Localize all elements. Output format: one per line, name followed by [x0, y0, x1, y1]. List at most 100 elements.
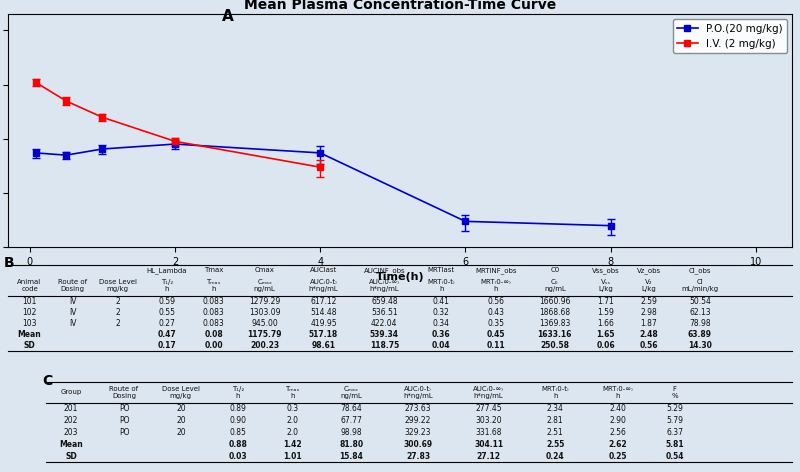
Text: 0.17: 0.17 [158, 341, 176, 350]
Text: 103: 103 [22, 320, 37, 329]
Text: Dose Level
mg/kg: Dose Level mg/kg [98, 279, 137, 293]
Text: 1633.16: 1633.16 [538, 330, 572, 339]
Text: 27.83: 27.83 [406, 452, 430, 461]
Text: 2.0: 2.0 [286, 428, 298, 437]
Text: 277.45: 277.45 [475, 404, 502, 413]
Text: 2.51: 2.51 [547, 428, 564, 437]
Text: 0.32: 0.32 [433, 308, 450, 317]
Text: 2: 2 [115, 320, 120, 329]
Text: 20: 20 [176, 404, 186, 413]
Text: Cₘₐₓ
ng/mL: Cₘₐₓ ng/mL [254, 279, 276, 293]
Text: AUC₍0-t₎
h*ng/mL: AUC₍0-t₎ h*ng/mL [403, 386, 433, 399]
Text: 0.43: 0.43 [487, 308, 505, 317]
Text: 514.48: 514.48 [310, 308, 337, 317]
Text: Tₘₐₓ
h: Tₘₐₓ h [206, 279, 221, 293]
Text: 2.55: 2.55 [546, 440, 565, 449]
Text: 250.58: 250.58 [540, 341, 570, 350]
Text: 2: 2 [115, 297, 120, 306]
Text: AUC₍0-∞₎
h*ng/mL: AUC₍0-∞₎ h*ng/mL [369, 279, 400, 293]
X-axis label: Time(h): Time(h) [376, 272, 424, 282]
Text: 2.48: 2.48 [639, 330, 658, 339]
Text: C₀
ng/mL: C₀ ng/mL [544, 279, 566, 293]
Text: Cmax: Cmax [255, 267, 274, 273]
Text: 945.00: 945.00 [251, 320, 278, 329]
Text: 299.22: 299.22 [405, 416, 431, 425]
Text: A: A [222, 9, 234, 24]
Text: AUClast: AUClast [310, 267, 337, 273]
Text: 0.24: 0.24 [546, 452, 565, 461]
Text: 2: 2 [115, 308, 120, 317]
Text: 1.59: 1.59 [598, 308, 614, 317]
Text: 2.56: 2.56 [610, 428, 626, 437]
Text: 0.11: 0.11 [486, 341, 506, 350]
Text: 118.75: 118.75 [370, 341, 399, 350]
Text: F
%: F % [671, 386, 678, 399]
Text: PO: PO [118, 416, 130, 425]
Text: MRTINF_obs: MRTINF_obs [475, 267, 517, 274]
Text: 201: 201 [64, 404, 78, 413]
Text: 2.90: 2.90 [610, 416, 626, 425]
Text: 5.81: 5.81 [666, 440, 684, 449]
Text: 2.62: 2.62 [609, 440, 627, 449]
Text: 2.0: 2.0 [286, 416, 298, 425]
Text: AUCINF_obs: AUCINF_obs [363, 267, 405, 274]
Legend: P.O.(20 mg/kg), I.V. (2 mg/kg): P.O.(20 mg/kg), I.V. (2 mg/kg) [673, 19, 786, 53]
Text: 2.98: 2.98 [641, 308, 658, 317]
Text: 101: 101 [22, 297, 37, 306]
Text: IV: IV [69, 297, 77, 306]
Text: 0.47: 0.47 [158, 330, 176, 339]
Text: Route of
Dosing: Route of Dosing [110, 386, 138, 399]
Text: HL_Lambda: HL_Lambda [146, 267, 187, 274]
Text: 20: 20 [176, 428, 186, 437]
Text: 202: 202 [64, 416, 78, 425]
Text: 1.71: 1.71 [598, 297, 614, 306]
Text: 0.083: 0.083 [203, 297, 225, 306]
Text: Animal
code: Animal code [18, 279, 42, 293]
Text: 62.13: 62.13 [689, 308, 710, 317]
Text: 0.45: 0.45 [486, 330, 506, 339]
Text: 0.08: 0.08 [205, 330, 223, 339]
Text: 1369.83: 1369.83 [539, 320, 570, 329]
Text: 200.23: 200.23 [250, 341, 279, 350]
Text: 81.80: 81.80 [339, 440, 363, 449]
Text: T₁/₂
h: T₁/₂ h [161, 279, 173, 293]
Text: 300.69: 300.69 [403, 440, 433, 449]
Text: 0.36: 0.36 [432, 330, 450, 339]
Text: 20: 20 [176, 416, 186, 425]
Text: B: B [4, 256, 14, 270]
Text: Route of
Dosing: Route of Dosing [58, 279, 87, 293]
Text: 0.56: 0.56 [487, 297, 505, 306]
Text: 0.90: 0.90 [230, 416, 246, 425]
Text: 0.89: 0.89 [230, 404, 246, 413]
Text: 303.20: 303.20 [475, 416, 502, 425]
Text: Mean: Mean [59, 440, 83, 449]
Text: 659.48: 659.48 [371, 297, 398, 306]
Text: 1175.79: 1175.79 [247, 330, 282, 339]
Text: 0.54: 0.54 [666, 452, 684, 461]
Text: 539.34: 539.34 [370, 330, 399, 339]
Text: MRTlast: MRTlast [427, 267, 454, 273]
Text: SD: SD [24, 341, 35, 350]
Text: 0.34: 0.34 [433, 320, 450, 329]
Text: 27.12: 27.12 [477, 452, 501, 461]
Text: Vss_obs: Vss_obs [592, 267, 620, 274]
Text: Tmax: Tmax [204, 267, 223, 273]
Text: Dose Level
mg/kg: Dose Level mg/kg [162, 386, 200, 399]
Text: Mean: Mean [18, 330, 42, 339]
Text: SD: SD [66, 452, 77, 461]
Text: 0.083: 0.083 [203, 308, 225, 317]
Text: 14.30: 14.30 [688, 341, 712, 350]
Text: 1868.68: 1868.68 [539, 308, 570, 317]
Text: 1.65: 1.65 [597, 330, 615, 339]
Title: Mean Plasma Concentration-Time Curve: Mean Plasma Concentration-Time Curve [244, 0, 556, 12]
Text: 517.18: 517.18 [309, 330, 338, 339]
Text: 15.84: 15.84 [339, 452, 363, 461]
Text: 78.98: 78.98 [689, 320, 710, 329]
Text: 0.3: 0.3 [286, 404, 298, 413]
Text: Cₘₐₓ
ng/mL: Cₘₐₓ ng/mL [341, 386, 362, 399]
Text: 203: 203 [64, 428, 78, 437]
Text: 0.00: 0.00 [205, 341, 223, 350]
Text: Vz_obs: Vz_obs [637, 267, 661, 274]
Text: MRT₍0-∞₎
h: MRT₍0-∞₎ h [481, 279, 511, 293]
Text: 0.85: 0.85 [230, 428, 246, 437]
